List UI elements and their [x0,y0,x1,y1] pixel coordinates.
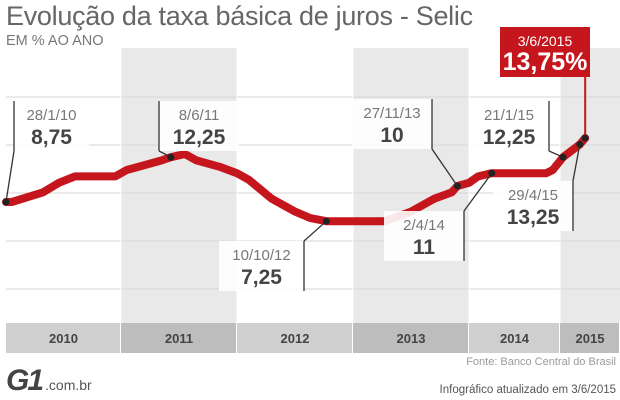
annotation-5-value: 12,25 [483,126,536,149]
chart-title: Evolução da taxa básica de juros - Selic [6,1,473,31]
chart-subtitle: EM % AO ANO [6,33,104,49]
source-note: Fonte: Banco Central do Brasil [466,356,616,368]
annotation-0-dot [2,198,10,206]
annotation-2-leader [303,220,327,242]
selic-series-line [2,134,590,226]
annotation-0-box [14,101,89,151]
year-band-2015 [560,323,619,353]
annotation-4-date: 2/4/14 [403,217,445,234]
annotation-2-box [219,241,304,291]
annotation-2-date: 10/10/12 [232,247,290,264]
annotation-1-value: 12,25 [173,126,226,149]
annotation-3-dot [453,182,461,190]
annotation-4-dot [488,169,496,177]
year-shade-2011 [121,48,237,323]
annotation-0-date: 28/1/10 [26,107,76,124]
annotation-6-value: 13,25 [507,206,560,229]
annotation-4-leader [463,172,493,212]
annotation-6-leader [572,144,581,182]
annotation-5-dot [559,153,567,161]
annotation-2-dot [322,217,330,225]
year-label-2015: 2015 [576,331,605,346]
annotation-3-date: 27/11/13 [363,105,420,122]
annotation-3-box [352,99,432,149]
year-label-2011: 2011 [165,331,193,346]
year-band-2011 [121,323,236,353]
year-label-2010: 2010 [49,331,78,346]
annotation-0-leader [5,150,15,203]
annotation-7-value: 13,75% [503,48,588,76]
update-note: Infográfico atualizado em 3/6/2015 [439,384,616,396]
annotation-0-value: 8,75 [31,126,72,149]
annotation-1-date: 8/6/11 [179,107,220,124]
annotation-7-date: 3/6/2015 [518,33,573,49]
g1-logo: G1 .com.br [6,366,92,396]
annotation-6-date: 29/4/15 [508,187,558,204]
annotation-3-value: 10 [380,124,403,147]
g1-logo-mark: G1 [6,364,44,397]
year-band-2014 [469,323,559,353]
annotation-4-value: 11 [413,236,436,259]
year-band-2010 [6,323,120,353]
annotation-6-dot [576,140,584,148]
year-band-2012 [237,323,352,353]
annotation-5-box [469,101,549,151]
year-label-2012: 2012 [281,331,310,346]
year-band-2013 [353,323,468,353]
annotation-3-leader [431,148,458,187]
year-label-2014: 2014 [500,331,530,346]
g1-logo-domain: .com.br [45,377,92,393]
annotation-7-box [500,27,590,77]
annotation-1-box [159,101,239,151]
year-label-2013: 2013 [397,331,426,346]
annotation-5-date: 21/1/15 [484,107,534,124]
annotation-6-box [493,181,573,231]
year-shade-2013 [353,48,469,323]
annotation-1-dot [167,153,175,161]
annotation-7-dot [581,134,589,142]
annotation-4-box [384,211,464,261]
annotation-2-value: 7,25 [241,266,282,289]
